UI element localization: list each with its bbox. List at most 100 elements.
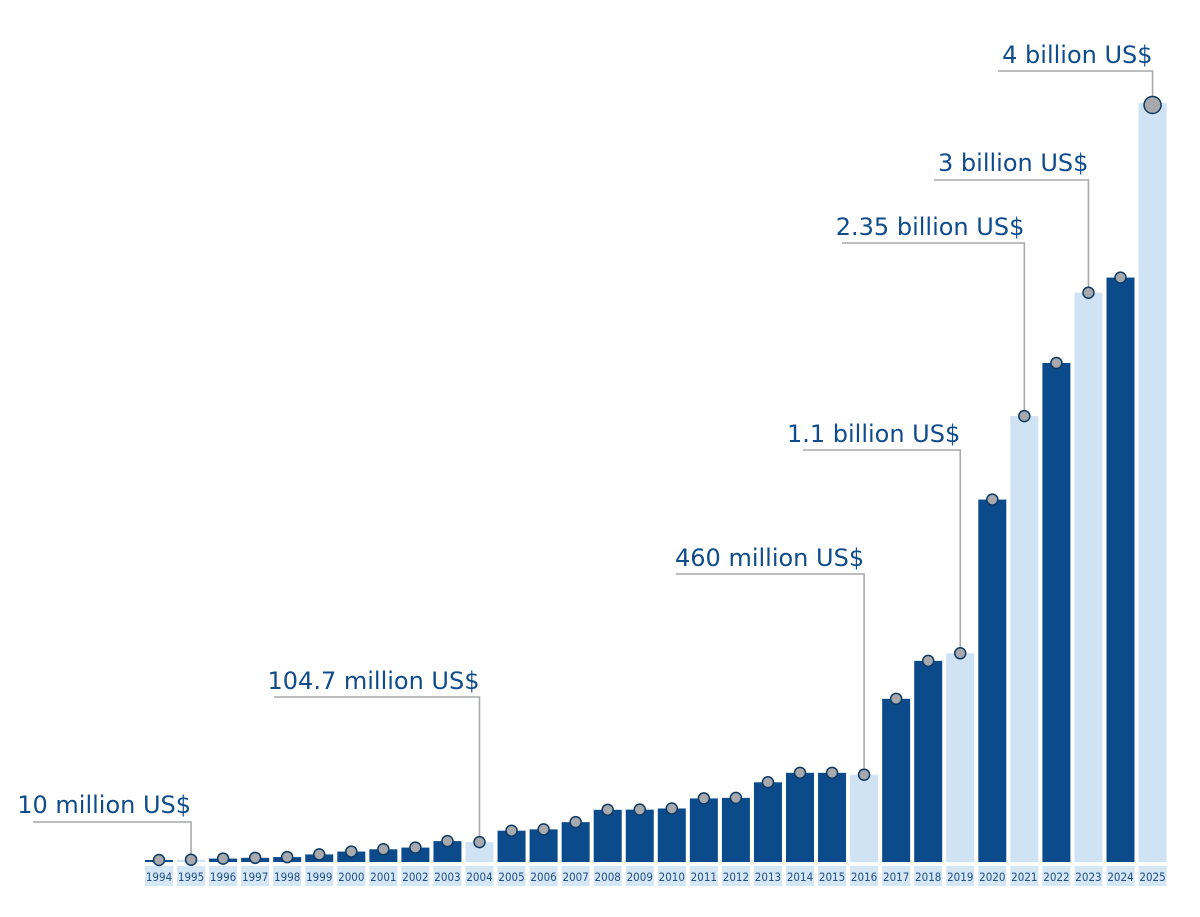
- bar-marker-1999: [313, 848, 326, 861]
- year-label-2002: 2002: [402, 870, 428, 884]
- bar-2019: [946, 653, 975, 862]
- year-label-2004: 2004: [466, 870, 492, 884]
- year-label-2003: 2003: [434, 870, 460, 884]
- bar-marker-2008: [601, 803, 614, 817]
- bar-2023: [1074, 292, 1103, 862]
- callout-line-2025: [998, 70, 1154, 97]
- year-label-1999: 1999: [306, 870, 332, 884]
- callout-line-2023: [934, 179, 1090, 288]
- bar-marker-2012: [729, 791, 743, 805]
- callout-label-2025: 4 billion US$: [1002, 41, 1152, 69]
- bar-marker-2025: [1143, 95, 1162, 115]
- bar-2021: [1010, 416, 1039, 862]
- year-label-1997: 1997: [242, 870, 268, 884]
- callout-label-2004: 104.7 million US$: [268, 667, 480, 695]
- callout-label-2021: 2.35 billion US$: [836, 213, 1025, 241]
- callout-label-2016: 460 million US$: [675, 544, 864, 572]
- bar-2014: [786, 772, 814, 862]
- bar-2020: [978, 499, 1007, 862]
- bar-marker-2015: [825, 766, 839, 780]
- year-label-2011: 2011: [691, 870, 717, 884]
- year-label-2022: 2022: [1043, 870, 1069, 884]
- year-label-2024: 2024: [1107, 870, 1133, 884]
- bar-marker-2001: [377, 843, 390, 856]
- year-label-2020: 2020: [979, 870, 1005, 884]
- bar-2002: [401, 847, 430, 862]
- bar-marker-2004: [473, 835, 486, 849]
- bar-2022: [1042, 362, 1071, 862]
- bar-marker-1995: [184, 853, 198, 866]
- bar-marker-2023: [1082, 286, 1095, 299]
- bar-marker-2018: [921, 654, 935, 668]
- bar-2013: [753, 782, 782, 862]
- year-label-bg-2001: [369, 866, 398, 886]
- bar-marker-2011: [697, 792, 711, 805]
- year-label-bg-2017: [882, 866, 911, 886]
- bar-2010: [657, 808, 686, 862]
- year-label-bg-2010: [657, 866, 686, 886]
- bar-marker-2022: [1050, 356, 1063, 370]
- bar-marker-1994: [152, 853, 166, 867]
- bar-marker-2017: [889, 692, 903, 706]
- year-label-2019: 2019: [947, 870, 973, 884]
- year-label-2006: 2006: [530, 870, 556, 884]
- year-label-2010: 2010: [659, 870, 685, 884]
- year-label-bg-1994: [145, 866, 173, 886]
- bar-markers: [152, 95, 1162, 867]
- bar-marker-2013: [761, 776, 775, 789]
- year-label-2014: 2014: [787, 870, 813, 884]
- year-label-bg-2008: [593, 866, 622, 886]
- year-label-bg-2022: [1042, 866, 1071, 886]
- year-label-1994: 1994: [146, 870, 172, 884]
- year-label-bg-2012: [721, 866, 750, 886]
- year-label-2008: 2008: [595, 870, 621, 884]
- bars: [145, 103, 1167, 862]
- callout-line-2019: [803, 449, 962, 648]
- year-label-2016: 2016: [851, 870, 877, 884]
- bar-marker-2009: [633, 803, 646, 816]
- bar-marker-2014: [793, 766, 807, 780]
- year-label-bg-2014: [786, 866, 814, 886]
- bar-2024: [1106, 277, 1135, 862]
- bar-2025: [1138, 103, 1167, 862]
- bar-marker-1996: [216, 852, 230, 865]
- callout-label-2023: 3 billion US$: [938, 149, 1088, 177]
- year-label-bg-2019: [946, 866, 975, 886]
- year-label-2012: 2012: [723, 870, 749, 884]
- bar-marker-2021: [1018, 409, 1031, 423]
- callout-line-1995: [33, 821, 192, 855]
- year-label-2018: 2018: [915, 870, 941, 884]
- callout-label-1995: 10 million US$: [17, 791, 191, 819]
- bar-2009: [625, 809, 654, 862]
- year-label-bg-2018: [914, 866, 943, 886]
- year-label-bg-2011: [689, 866, 718, 886]
- year-label-bg-1999: [305, 866, 334, 886]
- year-label-bg-2024: [1106, 866, 1135, 886]
- year-label-bg-2007: [561, 866, 590, 886]
- year-label-2023: 2023: [1075, 870, 1101, 884]
- bar-marker-2003: [441, 834, 454, 848]
- callout-line-2016: [676, 573, 865, 770]
- year-label-bg-2021: [1010, 866, 1039, 886]
- year-label-bg-2015: [818, 866, 847, 886]
- bar-marker-2016: [857, 768, 871, 781]
- callout-labels: 10 million US$ 104.7 million US$ 460 milli…: [17, 41, 1152, 819]
- bar-marker-2005: [505, 824, 518, 837]
- bar-2016: [850, 774, 879, 862]
- bar-marker-2010: [665, 802, 679, 815]
- year-label-2017: 2017: [883, 870, 909, 884]
- year-label-bg-2016: [850, 866, 879, 886]
- year-label-bg-2023: [1074, 866, 1103, 886]
- year-label-bg-2006: [529, 866, 558, 886]
- callout-line-2021: [842, 242, 1026, 411]
- bar-marker-1998: [280, 850, 294, 864]
- bar-2015: [818, 772, 847, 862]
- bar-marker-2019: [954, 647, 967, 660]
- bar-2003: [433, 841, 462, 862]
- bar-marker-2000: [345, 845, 358, 858]
- year-label-1996: 1996: [210, 870, 236, 884]
- bar-2007: [561, 822, 590, 862]
- x-axis-labels: 1994 1995 1996 1997 1998 1999 2000 2001 2002 2003…: [145, 866, 1167, 886]
